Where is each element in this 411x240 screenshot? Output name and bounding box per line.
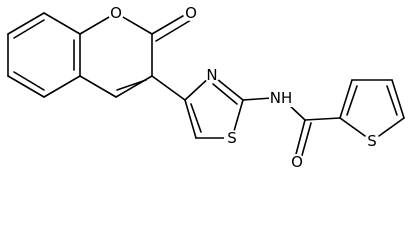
structure-diagram: O O N NH S O S [7, 4, 405, 171]
atom-label: O [110, 4, 122, 22]
atom-label: NH [270, 89, 293, 107]
atom-label: S [227, 129, 237, 147]
atom-label: N [206, 66, 217, 84]
atom-label: O [185, 4, 197, 22]
atom-label: O [291, 153, 303, 171]
atom-labels: O O N NH S O S [108, 4, 380, 171]
atom-label: S [367, 132, 377, 150]
bonds [7, 12, 405, 160]
